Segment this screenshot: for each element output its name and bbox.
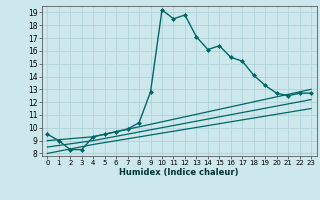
X-axis label: Humidex (Indice chaleur): Humidex (Indice chaleur) bbox=[119, 168, 239, 177]
